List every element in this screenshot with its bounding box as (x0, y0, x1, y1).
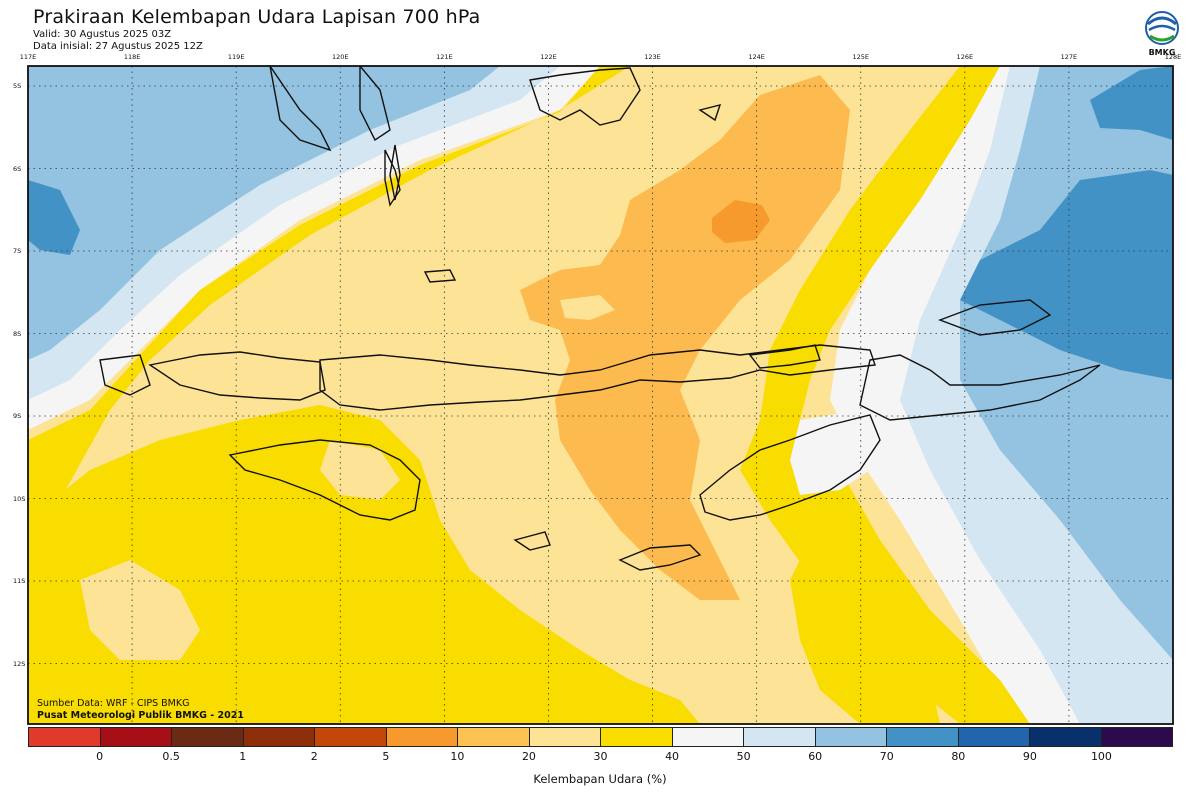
lat-label: 10S (13, 494, 26, 503)
colorbar-swatch (601, 728, 673, 746)
lon-label: 127E (1060, 53, 1078, 61)
colorbar-tick-label: 0.5 (162, 750, 180, 763)
banda-islands (698, 104, 722, 122)
center-orange-plume (520, 75, 850, 600)
colorbar-swatch (672, 728, 744, 746)
colorbar-tick-label: 5 (382, 750, 390, 763)
colorbar-swatch (172, 728, 244, 746)
alor-island (748, 344, 821, 369)
lat-label: 11S (13, 577, 26, 585)
colorbar-label: Kelembapan Udara (%) (533, 772, 667, 786)
colorbar-swatch (815, 728, 887, 746)
south-pale-patch (80, 560, 200, 660)
flores-island (319, 344, 876, 411)
colorbar-tick-label: 60 (808, 750, 823, 763)
colorbar-swatch (100, 728, 172, 746)
sulawesi-sw (359, 66, 391, 142)
flores-sea-islands (423, 269, 457, 283)
colorbar-tick-label: 80 (951, 750, 966, 763)
timor-island (699, 414, 881, 521)
lon-label: 117E (19, 53, 37, 61)
colorbar-tick-label: 2 (310, 750, 318, 763)
lon-label: 126E (956, 53, 974, 61)
lon-label: 118E (123, 53, 141, 61)
lon-label: 120E (332, 53, 349, 61)
nw-blue (28, 66, 500, 360)
coastlines (99, 66, 1101, 571)
lon-label: 123E (644, 53, 661, 61)
graticule (28, 66, 1173, 724)
colorbar (28, 727, 1173, 747)
lat-label: 9S (13, 412, 22, 420)
lon-label: 119E (227, 53, 245, 61)
map-title: Prakiraan Kelembapan Udara Lapisan 700 h… (33, 6, 481, 28)
bmkg-logo-icon: BMKG (1145, 11, 1179, 57)
south-yellow-area (28, 405, 700, 724)
lon-label: 122E (540, 53, 557, 61)
svg-text:BMKG: BMKG (1149, 48, 1176, 57)
lat-label: 6S (13, 164, 22, 173)
colorbar-swatch (458, 728, 530, 746)
colorbar-tick-label: 90 (1022, 750, 1037, 763)
lombok-island (99, 354, 151, 396)
lat-label: 12S (13, 659, 26, 668)
producer-credit: Pusat Meteorologi Publik BMKG - 2021 (37, 710, 244, 721)
colorbar-swatch (887, 728, 959, 746)
colorbar-swatch (386, 728, 458, 746)
colorbar-tick-label: 50 (736, 750, 751, 763)
savu-island (513, 531, 551, 551)
colorbar-tick-label: 30 (593, 750, 608, 763)
kalimantan-edge (269, 66, 332, 152)
east-dark-blue-top (1090, 66, 1173, 140)
center-orange-inner (560, 295, 615, 320)
colorbar-tick-label: 0 (96, 750, 104, 763)
colorbar-tick-label: 70 (879, 750, 894, 763)
map-frame (27, 65, 1174, 725)
colorbar-swatch (1030, 728, 1102, 746)
valid-time: Valid: 30 Agustus 2025 03Z (33, 29, 172, 40)
colorbar-swatch (958, 728, 1030, 746)
lat-label: 5S (13, 82, 22, 90)
east-dark-blue (960, 170, 1173, 380)
colorbar-tick-label: 1 (239, 750, 247, 763)
south-yellow-ext (790, 520, 940, 724)
tanimbar-island (938, 299, 1052, 336)
colorbar-swatch (243, 728, 315, 746)
colorbar-tick-label: 40 (665, 750, 680, 763)
selayar-island (389, 144, 401, 201)
sumbawa-island (148, 351, 326, 401)
colorbar-swatch (1101, 728, 1172, 746)
colorbar-tick-label: 10 (450, 750, 465, 763)
colorbar-swatch (529, 728, 601, 746)
lat-label: 8S (13, 329, 22, 338)
wetar-island (859, 354, 1101, 421)
lon-label: 124E (748, 53, 765, 61)
sumba-island (228, 439, 421, 521)
rote-island (618, 544, 702, 571)
lon-label: 125E (852, 53, 869, 61)
nw-dark-patch (28, 180, 80, 255)
colorbar-swatch (315, 728, 387, 746)
center-dark-orange (712, 200, 770, 243)
lat-label: 7S (13, 247, 22, 255)
lon-label: 121E (436, 53, 453, 61)
colorbar-swatch (29, 728, 101, 746)
colorbar-tick-label: 20 (521, 750, 536, 763)
colorbar-tick-label: 100 (1090, 750, 1112, 763)
data-source: Sumber Data: WRF - CIPS BMKG (37, 698, 190, 709)
colorbar-swatch (744, 728, 816, 746)
initial-time: Data inisial: 27 Agustus 2025 12Z (33, 41, 203, 52)
buton-island (529, 67, 641, 126)
lon-label: 128E (1164, 53, 1182, 61)
